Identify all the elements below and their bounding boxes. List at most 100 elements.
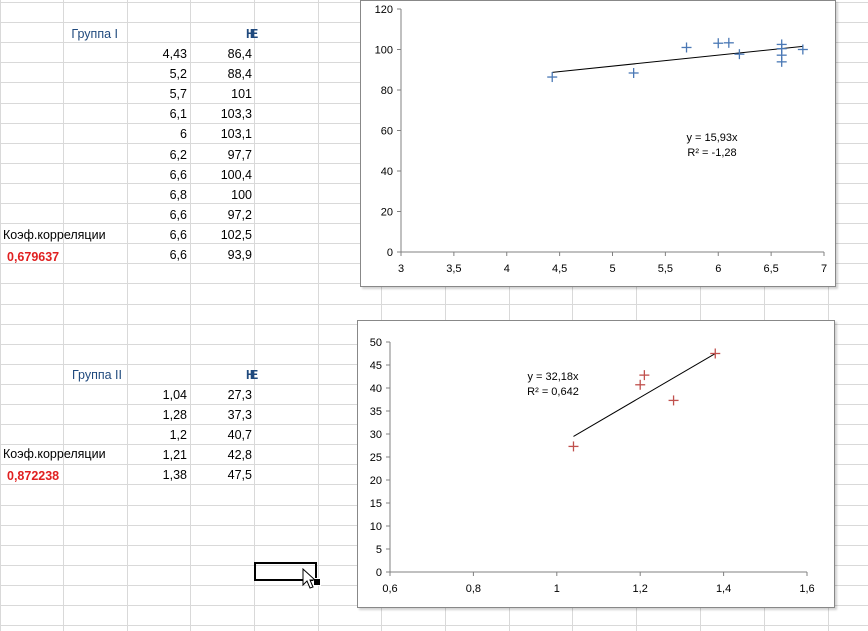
chart1-x-tick-label: 5 — [609, 263, 615, 275]
chart1-y-tick-label: 100 — [375, 45, 393, 57]
chart2-y-tick-label: 0 — [376, 567, 382, 579]
group1-e-cell[interactable]: 103,1 — [220, 127, 252, 142]
chart1-point — [797, 44, 808, 55]
chart1-y-tick-label: 40 — [381, 166, 393, 178]
group1-e-cell[interactable]: 97,2 — [227, 207, 252, 222]
chart1-x-tick-label: 4 — [504, 263, 510, 275]
group1-col-e-header[interactable]: E — [249, 27, 259, 41]
group1-h-cell[interactable]: 6,6 — [169, 207, 187, 222]
group1-h-cell[interactable]: 6,6 — [169, 227, 187, 242]
group1-corr-value[interactable]: 0,679637 — [7, 250, 60, 264]
chart1-y-tick-label: 80 — [381, 85, 393, 97]
group1-h-cell[interactable]: 6,8 — [169, 187, 187, 202]
chart1-point — [776, 56, 787, 67]
group1-h-cell[interactable]: 5,2 — [169, 67, 187, 82]
chart1-trendline — [552, 45, 803, 73]
fill-handle[interactable] — [313, 578, 321, 586]
group1-corr-label[interactable]: Коэф.корреляции — [3, 228, 106, 242]
chart1-x-tick-label: 3 — [398, 263, 404, 275]
chart1-x-tick-label: 4,5 — [552, 263, 567, 275]
chart1-point — [776, 39, 787, 50]
chart1-point — [547, 72, 558, 83]
group1-h-cell[interactable]: 4,43 — [162, 47, 187, 61]
group2-e-cell[interactable]: 27,3 — [227, 388, 252, 402]
chart1-x-tick-label: 5,5 — [658, 263, 673, 275]
chart2-y-tick-label: 45 — [370, 360, 382, 372]
group1-label[interactable]: Группа I — [71, 27, 118, 41]
chart1-point — [723, 37, 734, 48]
chart2-x-tick-label: 1,4 — [716, 583, 731, 595]
group1-e-cell[interactable]: 100 — [231, 187, 252, 202]
group2-e-cell[interactable]: 37,3 — [227, 408, 252, 423]
group1-h-cell[interactable]: 6,6 — [169, 248, 187, 262]
chart-group1[interactable]: 0 20 40 60 80 100 120 3 3,5 4 4,5 5 5,5 6 6,5 7 y = 15,9… — [360, 0, 836, 287]
chart2-point — [568, 441, 579, 452]
chart2-y-tick-label: 15 — [370, 498, 382, 510]
group1-h-cell[interactable]: 6,6 — [169, 167, 187, 182]
chart2-x-tick-label: 0,6 — [382, 583, 397, 595]
group1-e-cell[interactable]: 97,7 — [227, 147, 252, 162]
group1-col-h-header[interactable]: H — [245, 27, 255, 41]
group1-e-cell[interactable]: 101 — [231, 87, 252, 102]
chart2-trendline — [573, 353, 716, 437]
chart2-y-tick-label: 50 — [370, 337, 382, 349]
chart1-r-squared: R² = -1,28 — [687, 147, 736, 159]
chart1-equation: y = 15,93x — [686, 132, 738, 144]
group2-h-cell[interactable]: 1,04 — [162, 388, 187, 402]
group1-e-cell[interactable]: 100,4 — [220, 167, 252, 182]
group2-col-h-header[interactable]: H — [245, 368, 255, 382]
chart2-y-tick-label: 20 — [370, 475, 382, 487]
chart2-x-tick-label: 0,8 — [466, 583, 481, 595]
chart-group2-plot: 0 5 10 15 20 25 30 35 40 45 50 0,6 0,8 1 1,2 1,4 1,6 y = … — [370, 337, 815, 595]
group2-h-cell[interactable]: 1,38 — [162, 468, 187, 483]
group1-h-cell[interactable]: 6,1 — [169, 107, 187, 122]
group2-corr-value[interactable]: 0,872238 — [7, 469, 60, 483]
group2-corr-label[interactable]: Коэф.корреляции — [3, 447, 106, 461]
group1-e-cell[interactable]: 93,9 — [227, 248, 252, 262]
group2-e-cell[interactable]: 42,8 — [227, 448, 252, 463]
chart2-x-tick-label: 1,2 — [633, 583, 648, 595]
chart1-y-tick-label: 20 — [381, 207, 393, 219]
group1-e-cell[interactable]: 86,4 — [227, 47, 252, 61]
chart-group1-plot: 0 20 40 60 80 100 120 3 3,5 4 4,5 5 5,5 6 6,5 7 y = 15,9… — [375, 4, 827, 275]
chart-group2[interactable]: 0 5 10 15 20 25 30 35 40 45 50 0,6 0,8 1 1,2 1,4 1,6 y = … — [357, 320, 835, 608]
chart1-x-tick-label: 3,5 — [446, 263, 461, 275]
chart1-point — [713, 38, 724, 49]
chart1-point — [681, 42, 692, 53]
chart1-y-tick-label: 0 — [387, 247, 393, 259]
chart1-point — [628, 67, 639, 78]
chart2-point — [635, 379, 646, 390]
mouse-cursor-icon — [302, 568, 317, 589]
group1-e-cell[interactable]: 103,3 — [220, 107, 252, 122]
group2-e-cell[interactable]: 40,7 — [227, 428, 252, 443]
chart2-x-tick-label: 1 — [554, 583, 560, 595]
group1-e-cell[interactable]: 88,4 — [227, 67, 252, 82]
chart2-point — [710, 348, 721, 359]
chart2-y-tick-label: 25 — [370, 452, 382, 464]
group2-h-cell[interactable]: 1,28 — [162, 408, 187, 423]
chart1-point — [734, 49, 745, 60]
chart1-y-tick-label: 120 — [375, 4, 393, 16]
chart1-x-tick-label: 6,5 — [763, 263, 778, 275]
group2-col-e-header[interactable]: E — [249, 368, 259, 382]
group1-h-cell[interactable]: 6 — [180, 127, 187, 142]
group1-h-cell[interactable]: 6,2 — [169, 147, 187, 162]
chart2-y-tick-label: 40 — [370, 383, 382, 395]
chart2-equation: y = 32,18x — [527, 371, 579, 383]
chart1-y-tick-label: 60 — [381, 126, 393, 138]
group2-h-cell[interactable]: 1,2 — [169, 428, 187, 443]
chart2-y-tick-label: 10 — [370, 521, 382, 533]
chart1-x-tick-label: 6 — [715, 263, 721, 275]
chart1-x-tick-label: 7 — [821, 263, 827, 275]
group2-label[interactable]: Группа II — [71, 368, 122, 382]
group2-h-cell[interactable]: 1,21 — [162, 448, 187, 463]
chart2-point — [639, 370, 650, 381]
chart2-y-tick-label: 5 — [376, 544, 382, 556]
group1-e-cell[interactable]: 102,5 — [220, 227, 252, 242]
group2-e-cell[interactable]: 47,5 — [227, 468, 252, 483]
chart2-x-tick-label: 1,6 — [799, 583, 814, 595]
active-cell[interactable] — [254, 562, 317, 581]
chart2-r-squared: R² = 0,642 — [527, 386, 579, 398]
group1-h-cell[interactable]: 5,7 — [169, 87, 187, 102]
chart2-point — [668, 395, 679, 406]
